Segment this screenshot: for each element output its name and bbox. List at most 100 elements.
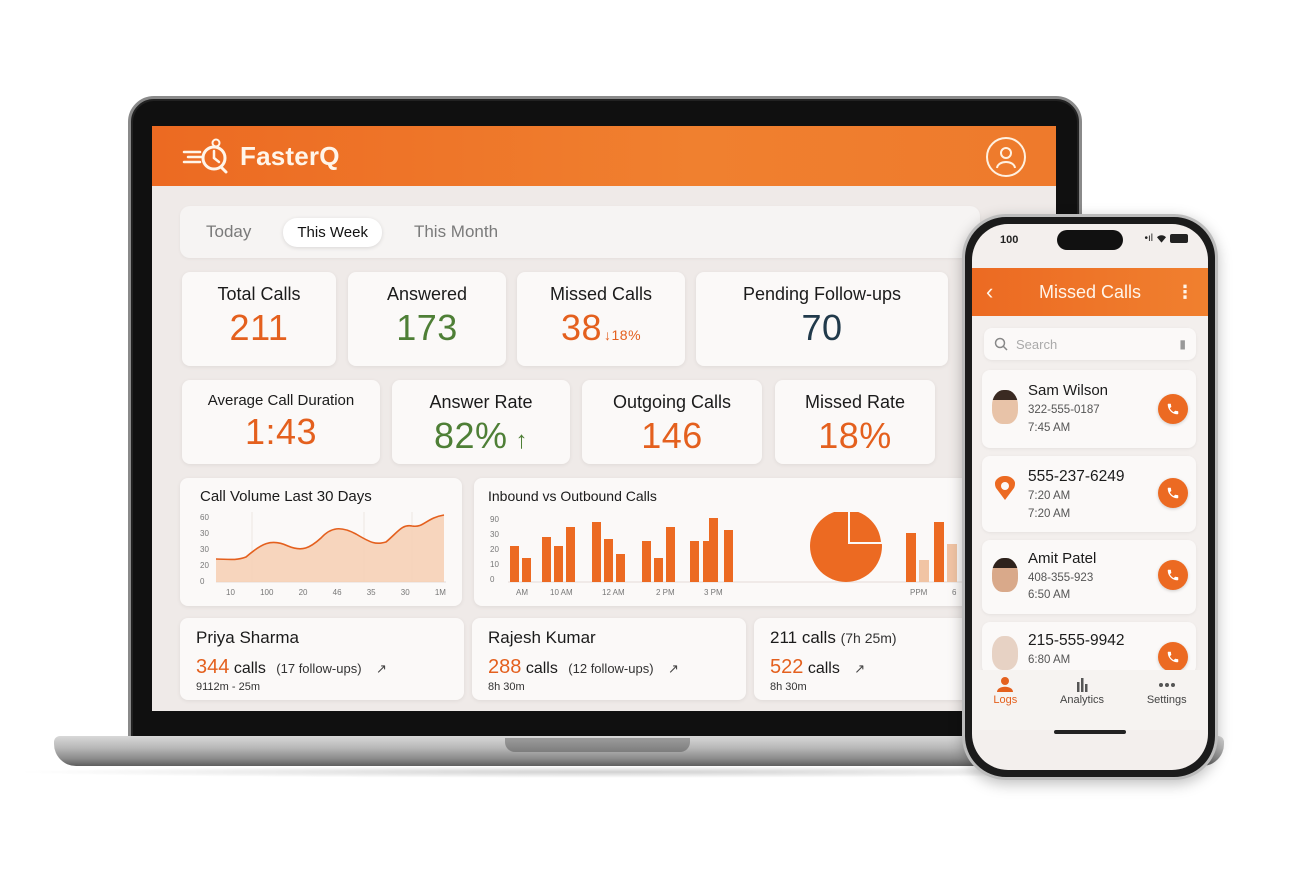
phone-title: Missed Calls	[1038, 281, 1142, 302]
kpi-label: Answer Rate	[429, 392, 533, 412]
kpi-missed-calls[interactable]: Missed Calls 38 ↓18%	[517, 272, 685, 366]
kpi-value: 38	[560, 307, 602, 348]
stopwatch-logo-icon	[182, 138, 228, 174]
avatar	[992, 558, 1018, 592]
agent-name: Rajesh Kumar	[488, 628, 596, 647]
kpi-answered[interactable]: Answered 173	[348, 272, 506, 366]
user-logs-icon	[997, 677, 1014, 692]
chart-title: Inbound vs Outbound Calls	[488, 488, 657, 504]
kpi-value: 173	[396, 307, 458, 348]
brand-name: FasterQ	[240, 140, 340, 171]
location-pin-icon	[995, 476, 1015, 500]
bar-chart-icon	[1077, 678, 1088, 692]
date-range-tabs: Today This Week This Month	[180, 206, 980, 258]
call-list-item[interactable]: 555-237-6249 7:20 AM 7:20 AM	[982, 456, 1196, 532]
call-volume-chart: Call Volume Last 30 Days 60 30 30 20 0 1…	[180, 478, 462, 606]
signal-icon: •ıl	[1144, 233, 1153, 244]
kpi-avg-duration[interactable]: Average Call Duration 1:43	[182, 380, 380, 464]
call-list-item[interactable]: 215-555-9942 6:80 AM	[982, 622, 1196, 674]
kpi-label: Answered	[386, 284, 468, 304]
kpi-label: Average Call Duration	[207, 392, 355, 409]
call-back-button[interactable]	[1158, 394, 1188, 424]
call-back-button[interactable]	[1158, 560, 1188, 590]
y-axis-ticks: 90 30 20 10 0	[490, 515, 499, 584]
tab-today[interactable]: Today	[206, 222, 252, 241]
nav-logs[interactable]: Logs	[993, 676, 1017, 730]
call-back-button[interactable]	[1158, 642, 1188, 672]
status-time: 100	[1000, 234, 1019, 246]
kpi-label: Missed Calls	[549, 284, 653, 304]
phone-icon	[1167, 651, 1179, 663]
agent-duration: 8h 30m	[488, 681, 525, 693]
agent-duration: 8h 30m	[770, 681, 807, 693]
agent-card-priya[interactable]: Priya Sharma 344 calls (17 follow-ups) ↗…	[180, 618, 464, 700]
phone-icon	[1167, 403, 1179, 415]
kpi-label: Outgoing Calls	[612, 392, 732, 412]
laptop-shadow	[10, 766, 1210, 778]
agent-name: 211 calls (7h 25m)	[770, 628, 897, 647]
trend-arrow-icon: ↗	[376, 661, 387, 676]
agent-name: Priya Sharma	[196, 628, 299, 647]
call-list-item[interactable]: Sam Wilson 322-555-0187 7:45 AM	[982, 370, 1196, 448]
kpi-total-calls[interactable]: Total Calls 211	[182, 272, 336, 366]
back-chevron-icon[interactable]: ‹	[986, 279, 994, 304]
call-list-item[interactable]: Amit Patel 408-355-923 6:50 AM	[982, 540, 1196, 614]
search-icon	[994, 337, 1008, 351]
phone-screen: 100 •ıl ‹ Missed Calls ⋮ Search ▮ Sam Wi…	[972, 224, 1208, 770]
nav-analytics[interactable]: Analytics	[1060, 676, 1104, 730]
trend-up-icon: ↑	[515, 427, 529, 454]
kpi-delta: ↓18%	[604, 327, 642, 343]
profile-button[interactable]	[986, 137, 1026, 177]
wifi-icon	[1157, 234, 1166, 243]
call-back-button[interactable]	[1158, 478, 1188, 508]
agent-calls: 288 calls (12 follow-ups) ↗	[488, 656, 679, 678]
battery-icon	[1170, 234, 1188, 243]
kpi-value: 211	[229, 307, 289, 348]
agent-calls: 344 calls (17 follow-ups) ↗	[196, 656, 387, 678]
bottom-nav: Logs Analytics Settings	[972, 670, 1208, 730]
kpi-pending-followups[interactable]: Pending Follow-ups 70	[696, 272, 948, 366]
y-axis-ticks: 60 30 30 20 0	[200, 513, 209, 586]
status-icons: •ıl	[1144, 233, 1188, 244]
app-header: FasterQ	[152, 126, 1056, 186]
kpi-missed-rate[interactable]: Missed Rate 18%	[775, 380, 935, 464]
x-axis-ticks: 10 100 20 46 35 30 1M	[226, 588, 446, 597]
kpi-label: Missed Rate	[804, 392, 906, 412]
kpi-value: 82%	[433, 415, 508, 456]
phone-icon	[1167, 487, 1179, 499]
kpi-value-row: 82% ↑	[392, 415, 570, 457]
mic-icon[interactable]: ▮	[1179, 337, 1186, 351]
more-dots-icon	[1158, 683, 1175, 687]
kpi-value: 18%	[818, 415, 892, 456]
area-chart	[216, 512, 446, 583]
kpi-value: 1:43	[244, 411, 318, 452]
inbound-outbound-chart: Inbound vs Outbound Calls 90 30 20 10 0	[474, 478, 1056, 606]
avatar	[992, 636, 1018, 670]
laptop-notch	[505, 738, 690, 752]
avatar	[992, 390, 1018, 424]
home-indicator[interactable]	[1054, 730, 1126, 734]
kpi-value-row: 38 ↓18%	[517, 307, 685, 349]
nav-settings[interactable]: Settings	[1147, 676, 1187, 730]
phone-header: ‹ Missed Calls ⋮	[972, 268, 1208, 316]
kpi-label: Pending Follow-ups	[742, 284, 902, 304]
agent-duration: 9112m - 25m	[196, 681, 260, 693]
more-vertical-icon[interactable]: ⋮	[1176, 281, 1194, 302]
kpi-value: 146	[641, 415, 703, 456]
phone-icon	[1167, 569, 1179, 581]
trend-arrow-icon: ↗	[854, 661, 866, 676]
search-placeholder: Search	[1016, 336, 1058, 352]
kpi-outgoing-calls[interactable]: Outgoing Calls 146	[582, 380, 762, 464]
dynamic-island	[1057, 230, 1123, 250]
tab-this-month[interactable]: This Month	[413, 222, 499, 241]
search-input[interactable]: Search ▮	[984, 328, 1196, 360]
chart-title: Call Volume Last 30 Days	[200, 488, 372, 505]
kpi-value: 70	[801, 307, 843, 348]
agent-calls: 522 calls ↗	[770, 656, 866, 678]
agent-card-rajesh[interactable]: Rajesh Kumar 288 calls (12 follow-ups) ↗…	[472, 618, 746, 700]
bar-chart	[508, 512, 1056, 583]
kpi-answer-rate[interactable]: Answer Rate 82% ↑	[392, 380, 570, 464]
tab-this-week[interactable]: This Week	[283, 217, 382, 247]
kpi-label: Total Calls	[217, 284, 301, 304]
dashboard-screen: FasterQ Today This Week This Month Total…	[152, 126, 1056, 711]
